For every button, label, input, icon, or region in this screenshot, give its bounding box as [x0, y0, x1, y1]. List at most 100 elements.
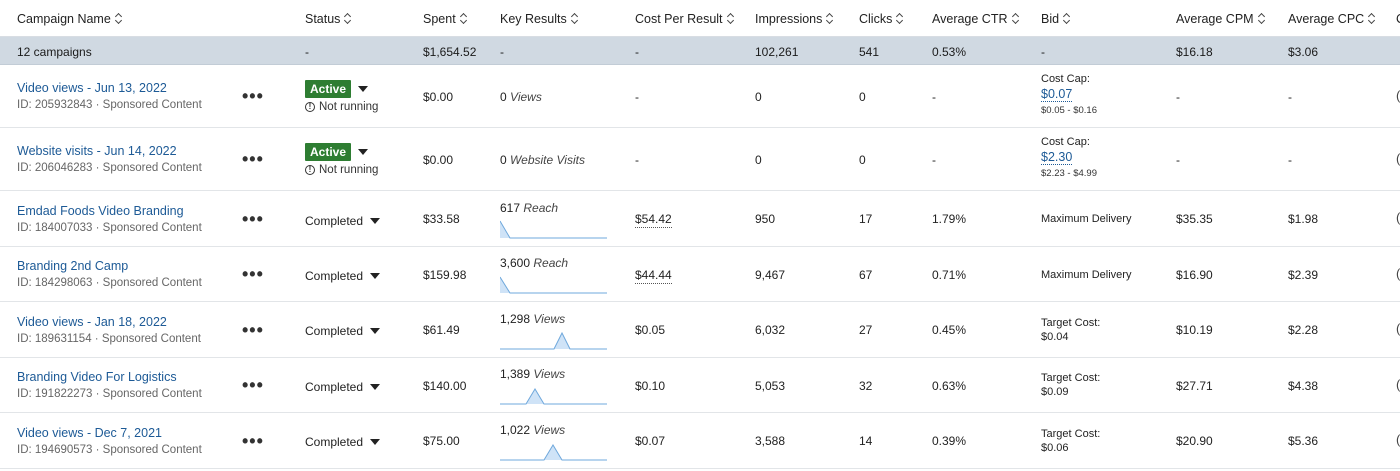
campaign-name-link[interactable]: Video views - Jun 13, 2022	[17, 81, 167, 95]
bid-type-label: Cost Cap:	[1041, 73, 1090, 85]
column-header-impressions[interactable]: Impressions	[755, 12, 834, 26]
status-dropdown[interactable]: Active	[305, 143, 378, 161]
column-header-average-ctr[interactable]: Average CTR	[932, 12, 1020, 26]
summary-campaign-count: 12 campaigns	[17, 45, 92, 59]
more-options-icon[interactable]: •••	[242, 320, 264, 340]
column-header-status[interactable]: Status	[305, 12, 352, 26]
status-cell: Completed	[305, 269, 381, 283]
key-results-unit: Website Visits	[510, 153, 585, 167]
cpc-value: -	[1288, 90, 1292, 104]
summary-status: -	[305, 45, 309, 59]
column-label: Status	[305, 12, 341, 26]
impressions-value: 5,053	[755, 379, 786, 393]
campaign-cell: Video views - Dec 7, 2021 ID: 194690573 …	[17, 426, 202, 456]
sparkline-chart	[500, 220, 607, 239]
more-options-icon[interactable]: •••	[242, 209, 264, 229]
key-results-cell: 0 Website Visits	[500, 153, 585, 167]
sparkline-chart	[500, 444, 607, 461]
column-header-spent[interactable]: Spent	[423, 12, 468, 26]
column-header-average-cpm[interactable]: Average CPM	[1176, 12, 1266, 26]
campaign-id: ID: 206046283 · Sponsored Content	[17, 162, 202, 174]
cpm-value: $35.35	[1176, 212, 1213, 226]
ctr-value: -	[932, 153, 936, 167]
sparkline-area	[554, 333, 570, 349]
bid-amount-link[interactable]: $2.30	[1041, 150, 1073, 165]
campaign-id: ID: 184298063 · Sponsored Content	[17, 277, 202, 289]
clicks-value: 17	[859, 212, 873, 226]
campaign-name-link[interactable]: Website visits - Jun 14, 2022	[17, 144, 177, 158]
column-label: Bid	[1041, 12, 1060, 26]
more-options-icon[interactable]: •••	[242, 86, 264, 106]
column-header-campaign-name[interactable]: Campaign Name	[17, 12, 123, 26]
spent-value: $61.49	[423, 323, 460, 337]
clicks-value: 14	[859, 434, 873, 448]
sort-icon	[1063, 13, 1071, 25]
more-options-icon[interactable]: •••	[242, 431, 264, 451]
cpm-value: -	[1176, 153, 1180, 167]
bid-type-label: Target Cost:	[1041, 372, 1101, 384]
bid-type-label: Target Cost:	[1041, 428, 1101, 440]
status-text: Completed	[305, 269, 364, 283]
column-header-truncated[interactable]: C	[1396, 12, 1400, 26]
key-results-unit: Views	[533, 312, 566, 326]
campaign-name-link[interactable]: Video views - Jan 18, 2022	[17, 315, 167, 329]
campaign-name-link[interactable]: Branding Video For Logistics	[17, 370, 177, 384]
status-dropdown[interactable]: Completed	[305, 324, 381, 338]
more-options-icon[interactable]: •••	[242, 149, 264, 169]
status-dropdown[interactable]: Completed	[305, 435, 381, 449]
sort-icon	[344, 13, 352, 25]
cost-per-result-value: $0.05	[635, 323, 666, 337]
campaign-id: ID: 189631154 · Sponsored Content	[17, 333, 201, 345]
status-dropdown[interactable]: Completed	[305, 380, 381, 394]
sort-icon	[727, 13, 735, 25]
ctr-value: -	[932, 90, 936, 104]
cpm-value: -	[1176, 90, 1180, 104]
cpm-value: $20.90	[1176, 434, 1213, 448]
sort-icon	[896, 13, 904, 25]
cost-per-result-value: -	[635, 90, 639, 104]
summary-clicks: 541	[859, 45, 880, 59]
column-header-average-cpc[interactable]: Average CPC	[1288, 12, 1376, 26]
clicks-value: 67	[859, 268, 873, 282]
cost-per-result-text: $54.42	[635, 212, 672, 228]
status-dropdown[interactable]: Completed	[305, 269, 381, 283]
column-header-key-results[interactable]: Key Results	[500, 12, 579, 26]
spent-value: $0.00	[423, 153, 454, 167]
status-dropdown[interactable]: Active	[305, 80, 378, 98]
more-options-icon[interactable]: •••	[242, 264, 264, 284]
status-dropdown[interactable]: Completed	[305, 214, 381, 228]
summary-bid: -	[1041, 45, 1045, 59]
sparkline-line	[500, 220, 607, 239]
cost-per-result-value: $54.42	[635, 212, 672, 228]
column-header-cost-per-result[interactable]: Cost Per Result	[635, 12, 735, 26]
column-label: Impressions	[755, 12, 823, 26]
caret-down-icon	[370, 218, 381, 224]
bid-amount: $0.09	[1041, 386, 1069, 398]
bid-cell: Target Cost: $0.04	[1041, 317, 1100, 343]
spent-value: $159.98	[423, 268, 467, 282]
caret-down-icon	[358, 86, 369, 92]
cost-per-result-value: -	[635, 153, 639, 167]
key-results-unit: Reach	[523, 201, 559, 215]
campaign-name-link[interactable]: Video views - Dec 7, 2021	[17, 426, 162, 440]
bid-amount: $0.06	[1041, 442, 1069, 454]
cpc-value: $2.28	[1288, 323, 1319, 337]
cpc-value: $4.38	[1288, 379, 1319, 393]
status-cell: Active ! Not running	[305, 80, 378, 113]
bid-cell: Target Cost: $0.06	[1041, 428, 1100, 454]
summary-ctr: 0.53%	[932, 45, 967, 59]
truncated-column-edge: (	[1396, 88, 1400, 103]
column-header-bid[interactable]: Bid	[1041, 12, 1071, 26]
column-label: Campaign Name	[17, 12, 111, 26]
key-results-unit: Reach	[533, 256, 569, 270]
status-note-text: Not running	[319, 164, 379, 176]
sparkline-chart	[500, 388, 607, 405]
bid-amount-link[interactable]: $0.07	[1041, 87, 1073, 102]
column-header-clicks[interactable]: Clicks	[859, 12, 904, 26]
more-options-icon[interactable]: •••	[242, 375, 264, 395]
table-row: Website visits - Jun 14, 2022 ID: 206046…	[0, 128, 1400, 191]
column-label: Key Results	[500, 12, 567, 26]
campaign-id: ID: 194690573 · Sponsored Content	[17, 444, 202, 456]
campaign-name-link[interactable]: Emdad Foods Video Branding	[17, 204, 184, 218]
campaign-name-link[interactable]: Branding 2nd Camp	[17, 259, 129, 273]
